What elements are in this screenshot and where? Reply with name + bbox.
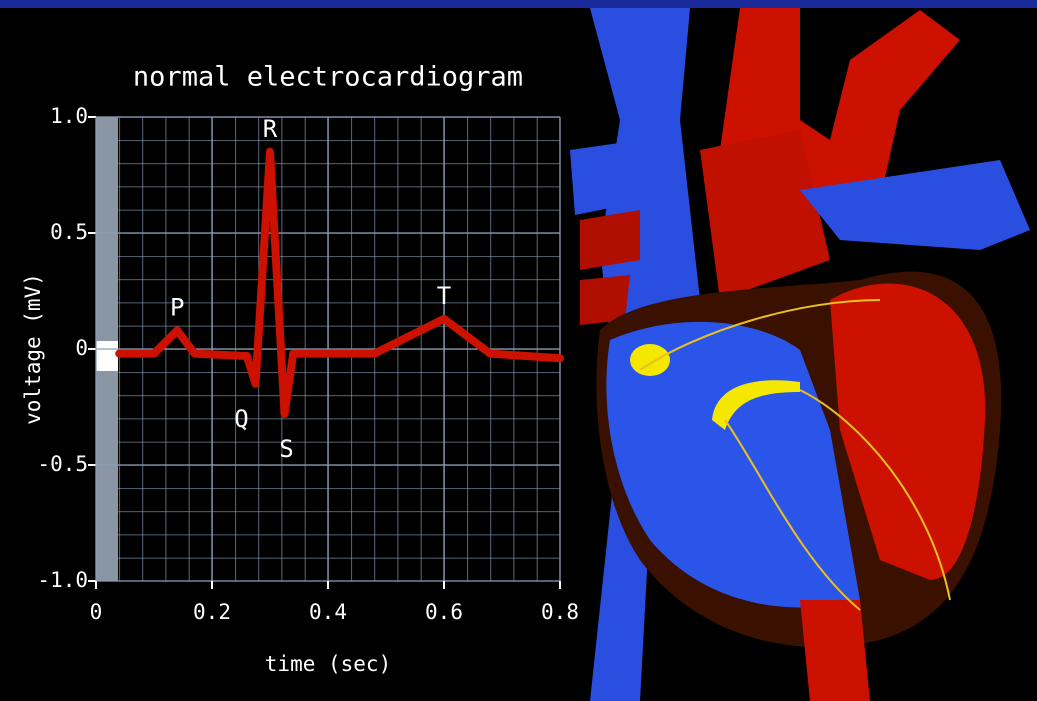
heart-illustration (570, 8, 1030, 701)
y-tick-label: 1.0 (50, 104, 88, 128)
x-tick-label: 0.6 (425, 600, 463, 624)
wave-label: Q (234, 405, 248, 433)
wave-label: P (170, 293, 184, 321)
wave-label: S (279, 435, 293, 463)
x-tick-label: 0.2 (193, 600, 231, 624)
chart: normal electrocardiogram time (sec) volt… (0, 0, 1037, 701)
y-tick-label: 0 (75, 336, 88, 360)
wave-label: T (437, 282, 451, 310)
x-tick-label: 0.4 (309, 600, 347, 624)
y-tick-label: -0.5 (37, 452, 88, 476)
x-axis-label: time (sec) (265, 652, 391, 676)
baseline-marker (96, 341, 118, 371)
y-tick-label: -1.0 (37, 568, 88, 592)
y-axis-label: voltage (mV) (21, 273, 45, 425)
chart-title: normal electrocardiogram (133, 62, 523, 93)
x-tick-label: 0 (90, 600, 103, 624)
top-border (0, 0, 1037, 8)
y-tick-label: 0.5 (50, 220, 88, 244)
x-tick-label: 0.8 (541, 600, 579, 624)
page: {"chart_data": {"type": "line", "title":… (0, 0, 1037, 701)
wave-label: R (263, 115, 278, 143)
